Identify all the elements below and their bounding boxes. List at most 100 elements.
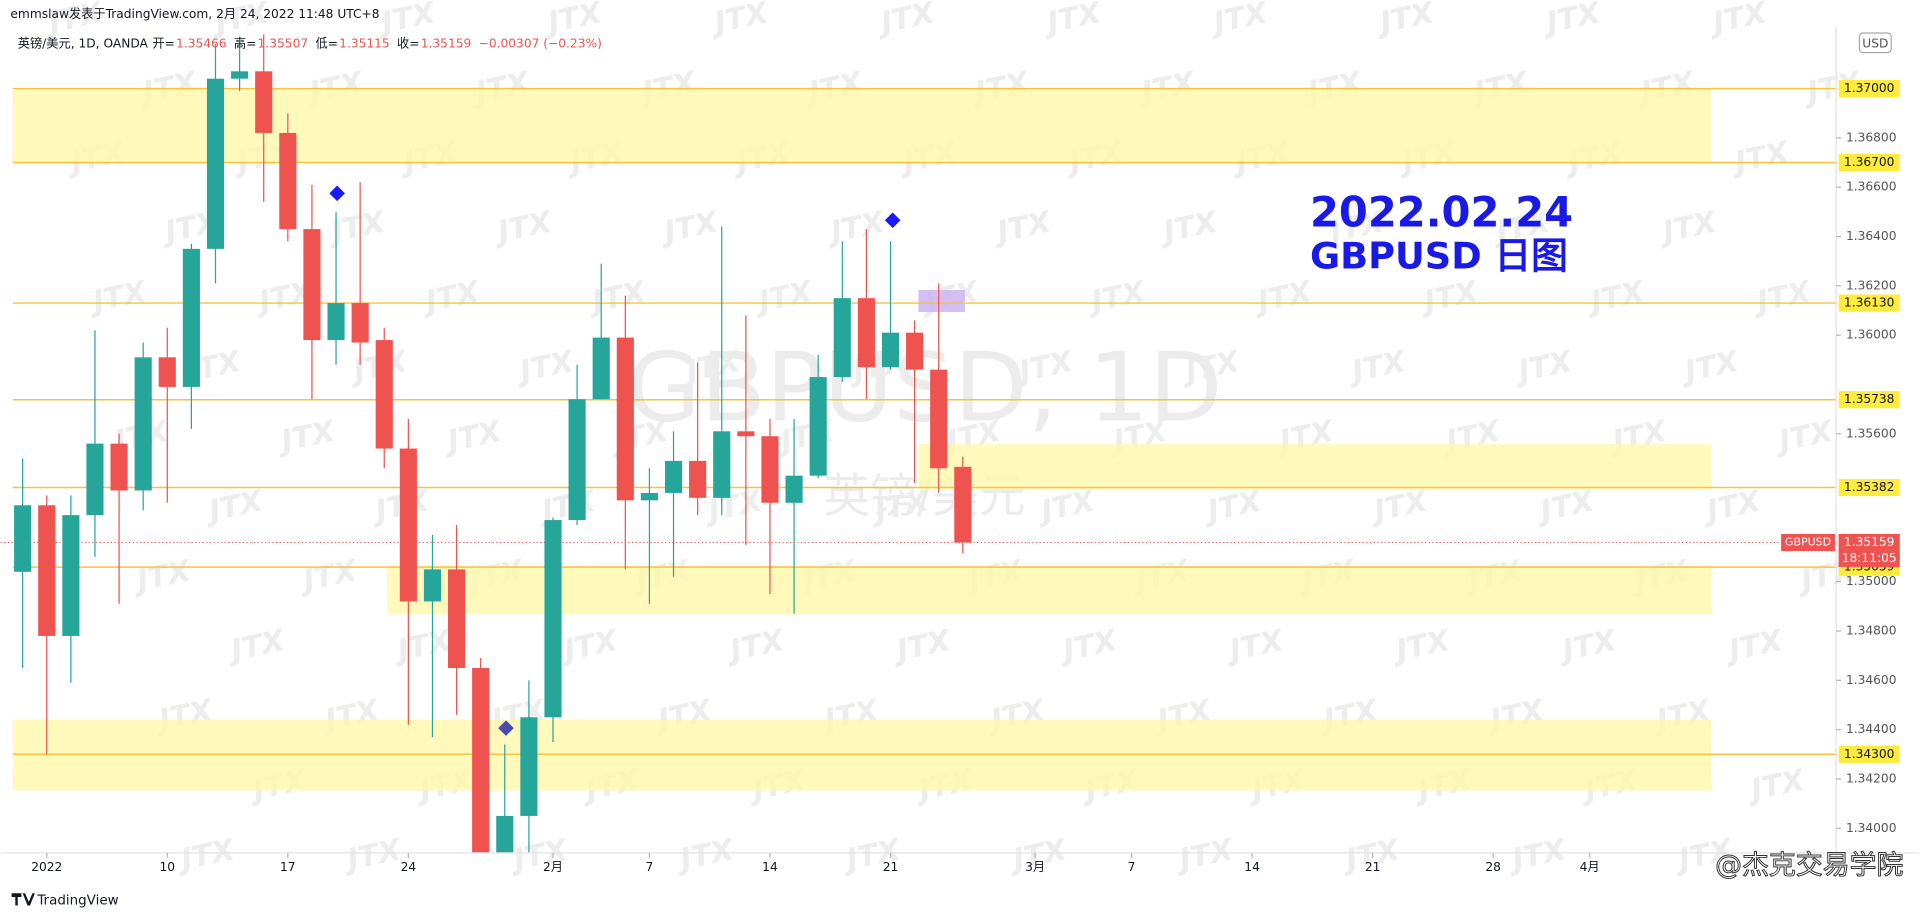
level-tag <box>1838 79 1900 98</box>
watermark: JTX <box>390 623 456 669</box>
candle-body <box>833 298 851 378</box>
watermark: JTX <box>1743 762 1809 808</box>
y-tick-label: 1.34400 <box>1846 722 1897 736</box>
watermark: JTX <box>374 0 440 41</box>
watermark: JTX <box>1055 623 1121 669</box>
watermark: JTX <box>1539 0 1605 41</box>
ohlc-value: 1.35466 <box>176 37 227 51</box>
y-tick-label: 1.34600 <box>1846 673 1897 687</box>
level-tag <box>1838 745 1900 763</box>
watermark: JTX <box>1039 0 1105 41</box>
zone <box>918 444 1712 490</box>
y-tick-label: 1.36800 <box>1846 130 1897 144</box>
candle-body <box>62 515 80 636</box>
ohlc-label: 低= <box>315 37 337 51</box>
level-label: 1.35382 <box>1844 480 1895 494</box>
candle-body <box>857 298 875 368</box>
candle-body <box>520 717 538 816</box>
candle-body <box>206 78 225 249</box>
ohlc-value: 1.35115 <box>339 37 390 51</box>
watermark: JTX <box>1372 0 1438 41</box>
x-tick-label: 17 <box>280 860 296 874</box>
watermark: JTX <box>339 832 405 878</box>
candle-body <box>713 431 731 498</box>
watermark: JTX <box>1510 344 1576 390</box>
level-label: 1.36130 <box>1844 296 1895 310</box>
x-tick-label: 3月 <box>1025 860 1045 874</box>
ohlc-legend: 开= 1.35466 高= 1.35507 低= 1.35115 收= 1.35159 −0.0… <box>152 36 602 51</box>
y-tick-label: 1.34800 <box>1846 624 1897 638</box>
candle-body <box>231 71 249 79</box>
change: −0.00307 (−0.23%) <box>479 37 602 51</box>
price-tag: GBPUSD <box>1785 535 1831 548</box>
y-tick-label: 1.36600 <box>1846 180 1897 194</box>
candle-body <box>592 337 610 400</box>
candle-body <box>375 340 393 449</box>
watermark: JTX <box>129 553 195 599</box>
watermark: JTX <box>1222 623 1288 669</box>
watermark: JTX <box>1344 344 1410 390</box>
watermark: JTX <box>1677 344 1743 390</box>
candle-body <box>496 815 514 853</box>
candles <box>14 34 972 853</box>
last-price: 1.35159 <box>1844 535 1895 549</box>
watermark: JTX <box>418 274 484 320</box>
y-tick-label: 1.36400 <box>1846 229 1897 243</box>
watermark: JTX <box>1721 623 1787 669</box>
x-tick-label: 24 <box>401 860 417 874</box>
watermark: JTX <box>1771 413 1837 459</box>
level-tag <box>1838 153 1900 172</box>
watermark: JTX <box>1655 204 1721 250</box>
candle-body <box>86 443 104 516</box>
watermark: JTX <box>700 483 766 529</box>
watermark: JTX <box>490 204 556 250</box>
y-tick-label: 1.34200 <box>1846 771 1897 785</box>
footer: TradingView @杰克交易学院 <box>11 849 1904 909</box>
watermark: JTX <box>1250 274 1316 320</box>
candle-body <box>158 357 176 387</box>
candle-body <box>351 303 369 343</box>
candle-body <box>930 369 948 469</box>
watermark: JTX <box>201 483 267 529</box>
brand: TradingView <box>36 894 118 909</box>
watermark: JTX <box>1555 623 1621 669</box>
watermark: JTX <box>656 204 722 250</box>
last-price-box <box>1838 533 1900 567</box>
level-label: 1.37000 <box>1844 81 1895 95</box>
watermark: JTX <box>1504 832 1570 878</box>
candle-body <box>303 229 321 341</box>
candle-body <box>737 431 755 437</box>
marker-box <box>918 290 965 313</box>
watermark: JTX <box>173 832 239 878</box>
ohlc-label: 高= <box>234 36 256 51</box>
candle-body <box>110 443 128 491</box>
signal-diamond <box>884 212 901 229</box>
y-tick-label: 1.35000 <box>1846 574 1897 588</box>
x-tick-label: 4月 <box>1580 860 1600 874</box>
candle-body <box>448 569 466 668</box>
watermark: JTX <box>440 413 506 459</box>
watermark: JTX <box>85 274 151 320</box>
candle-body <box>255 71 273 133</box>
watermark: JTX <box>1172 832 1238 878</box>
x-tick-label: 7 <box>1128 860 1136 874</box>
watermark: JTX <box>584 274 650 320</box>
x-tick-label: 14 <box>762 860 778 874</box>
watermark: JTX <box>823 204 889 250</box>
watermark: JTX <box>1156 204 1222 250</box>
candle-body <box>881 332 900 368</box>
level-tag <box>1838 294 1900 312</box>
watermark: JTX <box>1749 274 1815 320</box>
ohlc-label: 开= <box>152 37 174 51</box>
candle-body <box>134 357 152 491</box>
watermark-title: GBPUSD, 1D <box>627 331 1223 443</box>
watermark: JTX <box>1705 0 1771 41</box>
watermark: JTX <box>1388 623 1454 669</box>
x-tick-label: 2022 <box>31 860 62 874</box>
credit: @杰克交易学院 <box>1715 850 1903 881</box>
ohlc-value: 1.35507 <box>258 37 309 51</box>
watermark: JTX <box>1533 483 1599 529</box>
level-label: 1.36700 <box>1844 155 1895 169</box>
source: emmslaw发表于TradingView.com, 2月 24, 2022 1… <box>10 6 379 21</box>
candle-body <box>423 569 442 602</box>
